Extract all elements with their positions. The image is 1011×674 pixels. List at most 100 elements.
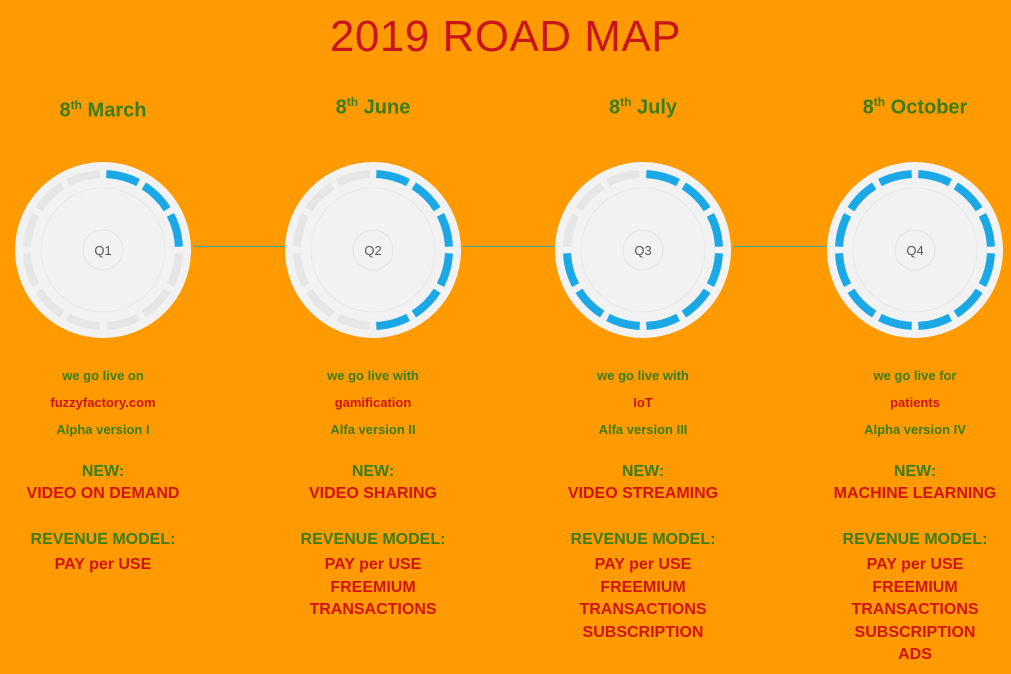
go-live-highlight: patients <box>890 395 940 410</box>
ring-center <box>82 229 124 271</box>
milestone-q1: 8th March Q1 we go live on fuzzyfactory.… <box>0 0 218 674</box>
revenue-list: PAY per USE <box>0 554 218 577</box>
ring-segment-filled <box>436 213 453 248</box>
revenue-item: SUBSCRIPTION <box>582 623 704 641</box>
ring-segment-empty <box>305 182 335 212</box>
new-heading: NEW: <box>893 463 937 480</box>
revenue-heading: REVENUE MODEL: <box>842 531 988 548</box>
revenue-item: PAY per USE <box>324 556 422 573</box>
ring-segment-filled <box>141 182 171 212</box>
go-live-highlight: IoT <box>633 395 653 410</box>
ring-segment-filled <box>411 288 441 318</box>
new-feature: VIDEO ON DEMAND <box>26 485 180 502</box>
ring-center <box>894 229 936 271</box>
ring-inner <box>852 187 978 313</box>
ring-segment-filled <box>575 288 605 318</box>
revenue-list: PAY per USE FREEMIUM TRANSACTIONS SUBSCRIPT… <box>528 554 758 644</box>
milestone-q3: 8th July Q3 we go live with IoT Alfa ver… <box>528 0 758 674</box>
go-live-highlight: gamification <box>334 395 412 410</box>
ring-segment-empty <box>66 313 101 330</box>
new-heading: NEW: <box>81 463 125 480</box>
ring-segment-filled <box>411 182 441 212</box>
ring-segment-empty <box>293 252 310 287</box>
ring-segment-filled <box>835 213 852 248</box>
revenue-item: PAY per USE <box>594 556 692 573</box>
ring-segment-empty <box>336 170 371 187</box>
quarter-label: Q1 <box>94 243 111 258</box>
ring-segment-filled <box>563 252 580 287</box>
ring-segment-empty <box>105 313 140 330</box>
revenue-item: FREEMIUM <box>872 578 958 596</box>
ring-segment-empty <box>141 288 171 318</box>
ring-segment-filled <box>978 213 995 248</box>
ring-segment-filled <box>375 313 410 330</box>
ring-inner <box>310 187 436 313</box>
timeline-connector <box>463 246 561 247</box>
ring-segment-filled <box>681 288 711 318</box>
ring-center <box>622 229 664 271</box>
ring-segment-filled <box>878 170 913 187</box>
ring-segment-filled <box>436 252 453 287</box>
milestone-date: 8th July <box>608 95 678 119</box>
revenue-item: PAY per USE <box>866 556 964 573</box>
revenue-heading: REVENUE MODEL: <box>570 531 716 548</box>
ring-center <box>352 229 394 271</box>
ring-segment-filled <box>706 252 723 287</box>
revenue-item: TRANSACTIONS <box>579 601 707 618</box>
revenue-item: TRANSACTIONS <box>309 601 437 618</box>
ring-segment-empty <box>35 288 65 318</box>
quarter-label: Q3 <box>634 243 651 258</box>
timeline-connector <box>733 246 831 247</box>
ring-segment-empty <box>563 213 580 248</box>
version-label: Alfa version III <box>598 422 688 437</box>
ring-segment-filled <box>606 313 641 330</box>
ring-segment-empty <box>305 288 335 318</box>
revenue-list: PAY per USE FREEMIUM TRANSACTIONS <box>258 554 488 622</box>
revenue-item: PAY per USE <box>54 556 152 573</box>
page-title: 2019 ROAD MAP <box>329 12 682 61</box>
ring-segment-filled <box>645 170 680 187</box>
revenue-heading: REVENUE MODEL: <box>30 531 176 548</box>
ring-segment-filled <box>681 182 711 212</box>
ring-inner <box>580 187 706 313</box>
go-live-intro: we go live for <box>873 368 957 383</box>
milestone-date: 8th June <box>335 95 411 119</box>
version-label: Alfa version II <box>330 422 416 437</box>
new-feature: VIDEO SHARING <box>308 485 437 502</box>
quarter-label: Q4 <box>906 243 923 258</box>
new-heading: NEW: <box>351 463 395 480</box>
timeline-connector <box>193 246 291 247</box>
revenue-list: PAY per USE FREEMIUM TRANSACTIONS SUBSCRIPT… <box>800 554 1011 667</box>
progress-ring: Q4 <box>827 162 1003 338</box>
ring-segment-empty <box>35 182 65 212</box>
revenue-item: SUBSCRIPTION <box>854 623 976 641</box>
go-live-highlight: fuzzyfactory.com <box>50 395 156 410</box>
ring-segment-empty <box>336 313 371 330</box>
ring-segment-filled <box>706 213 723 248</box>
ring-segment-filled <box>978 252 995 287</box>
new-feature: MACHINE LEARNING <box>833 485 997 502</box>
ring-segment-filled <box>375 170 410 187</box>
ring-segment-filled <box>878 313 913 330</box>
ring-segment-filled <box>953 288 983 318</box>
ring-segment-filled <box>917 170 952 187</box>
ring-segment-empty <box>293 213 310 248</box>
version-label: Alpha version IV <box>864 422 966 437</box>
ring-segment-empty <box>606 170 641 187</box>
milestone-date: 8th March <box>59 98 147 122</box>
go-live-intro: we go live with <box>597 368 689 383</box>
ring-segment-filled <box>847 182 877 212</box>
revenue-item: ADS <box>898 646 932 663</box>
ring-segment-empty <box>166 252 183 287</box>
version-label: Alpha version I <box>56 422 150 437</box>
ring-segment-empty <box>23 252 40 287</box>
ring-segment-empty <box>23 213 40 248</box>
new-feature: VIDEO STREAMING <box>567 485 719 502</box>
ring-segment-filled <box>847 288 877 318</box>
ring-segment-filled <box>105 170 140 187</box>
go-live-intro: we go live with <box>327 368 419 383</box>
milestone-q4: 8th October Q4 we go live for patients A… <box>800 0 1011 674</box>
progress-ring: Q1 <box>15 162 191 338</box>
revenue-item: FREEMIUM <box>330 578 416 596</box>
revenue-item: FREEMIUM <box>600 578 686 596</box>
